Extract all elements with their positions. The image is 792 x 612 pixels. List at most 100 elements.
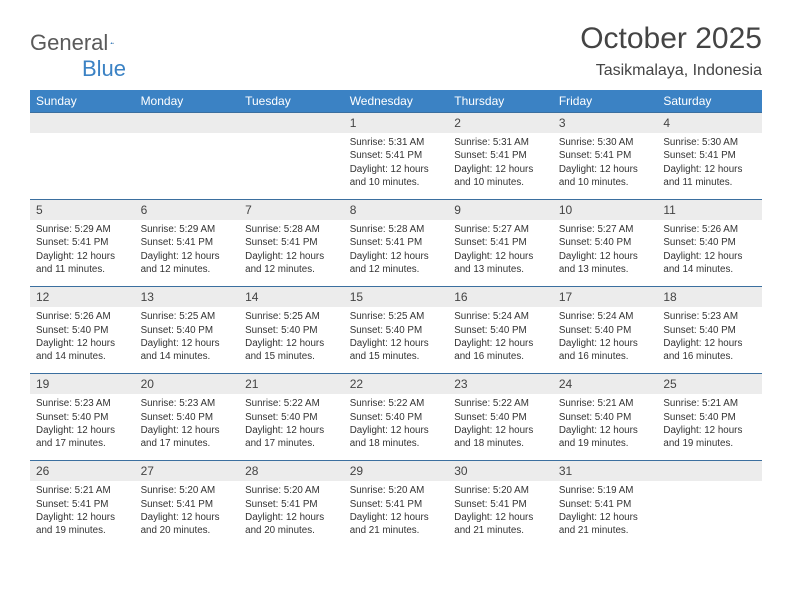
day-number-row: 1234 (30, 113, 762, 134)
day-number-cell: 10 (553, 200, 658, 221)
day-detail-cell: Sunrise: 5:20 AMSunset: 5:41 PMDaylight:… (344, 481, 449, 541)
day-detail-cell: Sunrise: 5:25 AMSunset: 5:40 PMDaylight:… (239, 307, 344, 373)
day-number-cell: 9 (448, 200, 553, 221)
day-detail-cell: Sunrise: 5:23 AMSunset: 5:40 PMDaylight:… (135, 394, 240, 460)
calendar-body: 1234Sunrise: 5:31 AMSunset: 5:41 PMDayli… (30, 113, 762, 542)
day-detail-cell: Sunrise: 5:22 AMSunset: 5:40 PMDaylight:… (239, 394, 344, 460)
day-detail-cell (239, 133, 344, 199)
day-number-cell: 18 (657, 287, 762, 308)
header: General October 2025 Tasikmalaya, Indone… (30, 22, 762, 80)
calendar-head: Sunday Monday Tuesday Wednesday Thursday… (30, 90, 762, 113)
logo-blue-wrap: Blue (30, 56, 126, 82)
page-title: October 2025 (580, 22, 762, 56)
day-detail-row: Sunrise: 5:23 AMSunset: 5:40 PMDaylight:… (30, 394, 762, 460)
day-detail-cell: Sunrise: 5:24 AMSunset: 5:40 PMDaylight:… (448, 307, 553, 373)
day-detail-cell (30, 133, 135, 199)
calendar-table: Sunday Monday Tuesday Wednesday Thursday… (30, 90, 762, 541)
day-detail-cell: Sunrise: 5:23 AMSunset: 5:40 PMDaylight:… (30, 394, 135, 460)
logo-sail-icon (110, 34, 114, 52)
day-number-cell: 28 (239, 461, 344, 482)
day-detail-cell: Sunrise: 5:29 AMSunset: 5:41 PMDaylight:… (30, 220, 135, 286)
day-detail-cell: Sunrise: 5:22 AMSunset: 5:40 PMDaylight:… (344, 394, 449, 460)
weekday-header: Wednesday (344, 90, 449, 113)
weekday-header: Thursday (448, 90, 553, 113)
day-number-cell (135, 113, 240, 134)
day-number-cell: 26 (30, 461, 135, 482)
day-number-row: 19202122232425 (30, 374, 762, 395)
day-number-cell: 2 (448, 113, 553, 134)
day-number-cell: 1 (344, 113, 449, 134)
day-number-cell: 20 (135, 374, 240, 395)
day-number-cell: 30 (448, 461, 553, 482)
day-number-row: 262728293031 (30, 461, 762, 482)
day-number-cell: 15 (344, 287, 449, 308)
logo-general-text: General (30, 30, 108, 56)
day-number-cell: 5 (30, 200, 135, 221)
day-number-cell: 21 (239, 374, 344, 395)
weekday-header: Tuesday (239, 90, 344, 113)
day-detail-cell: Sunrise: 5:20 AMSunset: 5:41 PMDaylight:… (135, 481, 240, 541)
day-detail-cell (135, 133, 240, 199)
day-number-cell: 27 (135, 461, 240, 482)
day-detail-cell: Sunrise: 5:21 AMSunset: 5:40 PMDaylight:… (657, 394, 762, 460)
day-detail-cell: Sunrise: 5:24 AMSunset: 5:40 PMDaylight:… (553, 307, 658, 373)
day-number-cell: 31 (553, 461, 658, 482)
day-detail-cell: Sunrise: 5:31 AMSunset: 5:41 PMDaylight:… (448, 133, 553, 199)
day-number-cell: 6 (135, 200, 240, 221)
day-number-cell: 11 (657, 200, 762, 221)
day-number-cell: 19 (30, 374, 135, 395)
weekday-header: Sunday (30, 90, 135, 113)
day-number-cell: 3 (553, 113, 658, 134)
day-number-cell: 13 (135, 287, 240, 308)
day-number-cell (239, 113, 344, 134)
day-number-cell: 8 (344, 200, 449, 221)
logo: General (30, 30, 134, 56)
day-detail-cell: Sunrise: 5:25 AMSunset: 5:40 PMDaylight:… (344, 307, 449, 373)
day-number-cell: 24 (553, 374, 658, 395)
day-detail-cell: Sunrise: 5:26 AMSunset: 5:40 PMDaylight:… (657, 220, 762, 286)
day-detail-row: Sunrise: 5:21 AMSunset: 5:41 PMDaylight:… (30, 481, 762, 541)
day-number-cell: 7 (239, 200, 344, 221)
weekday-header-row: Sunday Monday Tuesday Wednesday Thursday… (30, 90, 762, 113)
weekday-header: Saturday (657, 90, 762, 113)
day-detail-cell: Sunrise: 5:20 AMSunset: 5:41 PMDaylight:… (239, 481, 344, 541)
day-detail-cell: Sunrise: 5:26 AMSunset: 5:40 PMDaylight:… (30, 307, 135, 373)
day-number-cell: 12 (30, 287, 135, 308)
weekday-header: Monday (135, 90, 240, 113)
day-detail-cell: Sunrise: 5:23 AMSunset: 5:40 PMDaylight:… (657, 307, 762, 373)
day-number-cell: 25 (657, 374, 762, 395)
title-block: October 2025 Tasikmalaya, Indonesia (580, 22, 762, 80)
day-number-row: 567891011 (30, 200, 762, 221)
day-detail-row: Sunrise: 5:31 AMSunset: 5:41 PMDaylight:… (30, 133, 762, 199)
day-detail-cell: Sunrise: 5:29 AMSunset: 5:41 PMDaylight:… (135, 220, 240, 286)
day-number-cell: 14 (239, 287, 344, 308)
day-detail-cell: Sunrise: 5:28 AMSunset: 5:41 PMDaylight:… (344, 220, 449, 286)
day-number-cell: 23 (448, 374, 553, 395)
day-detail-cell: Sunrise: 5:28 AMSunset: 5:41 PMDaylight:… (239, 220, 344, 286)
day-detail-cell: Sunrise: 5:21 AMSunset: 5:41 PMDaylight:… (30, 481, 135, 541)
day-detail-cell: Sunrise: 5:20 AMSunset: 5:41 PMDaylight:… (448, 481, 553, 541)
day-number-cell: 16 (448, 287, 553, 308)
day-detail-cell: Sunrise: 5:31 AMSunset: 5:41 PMDaylight:… (344, 133, 449, 199)
day-detail-cell: Sunrise: 5:30 AMSunset: 5:41 PMDaylight:… (657, 133, 762, 199)
day-number-cell (30, 113, 135, 134)
weekday-header: Friday (553, 90, 658, 113)
day-detail-cell: Sunrise: 5:30 AMSunset: 5:41 PMDaylight:… (553, 133, 658, 199)
page-subtitle: Tasikmalaya, Indonesia (580, 62, 762, 80)
day-number-cell: 17 (553, 287, 658, 308)
logo-blue-text: Blue (82, 56, 126, 81)
day-detail-cell: Sunrise: 5:27 AMSunset: 5:41 PMDaylight:… (448, 220, 553, 286)
day-detail-cell: Sunrise: 5:22 AMSunset: 5:40 PMDaylight:… (448, 394, 553, 460)
day-number-row: 12131415161718 (30, 287, 762, 308)
day-number-cell: 4 (657, 113, 762, 134)
day-number-cell: 29 (344, 461, 449, 482)
day-detail-cell: Sunrise: 5:21 AMSunset: 5:40 PMDaylight:… (553, 394, 658, 460)
day-detail-cell (657, 481, 762, 541)
day-detail-cell: Sunrise: 5:25 AMSunset: 5:40 PMDaylight:… (135, 307, 240, 373)
day-detail-cell: Sunrise: 5:19 AMSunset: 5:41 PMDaylight:… (553, 481, 658, 541)
day-number-cell (657, 461, 762, 482)
day-detail-row: Sunrise: 5:26 AMSunset: 5:40 PMDaylight:… (30, 307, 762, 373)
day-number-cell: 22 (344, 374, 449, 395)
day-detail-row: Sunrise: 5:29 AMSunset: 5:41 PMDaylight:… (30, 220, 762, 286)
day-detail-cell: Sunrise: 5:27 AMSunset: 5:40 PMDaylight:… (553, 220, 658, 286)
